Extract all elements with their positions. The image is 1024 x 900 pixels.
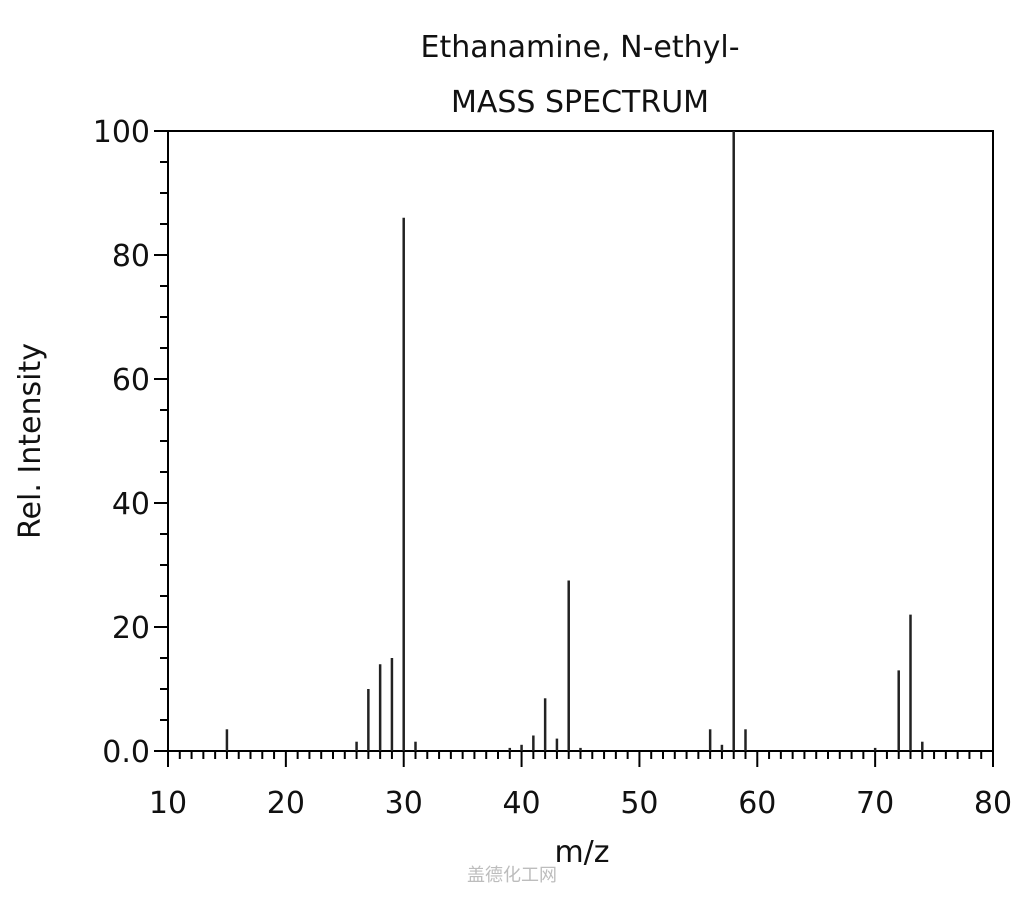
x-tick-label: 50 xyxy=(620,786,658,821)
x-tick-label: 60 xyxy=(738,786,776,821)
spectrum-bars xyxy=(225,131,924,751)
y-axis-ticks: 0.0 20 40 60 80 100 xyxy=(93,115,168,770)
chart-subtitle: MASS SPECTRUM xyxy=(451,85,709,120)
x-axis-ticks: 10 20 30 40 50 60 70 80 xyxy=(149,751,1012,821)
x-tick-label: 20 xyxy=(267,786,305,821)
x-tick-label: 80 xyxy=(974,786,1012,821)
y-axis-label: Rel. Intensity xyxy=(13,343,48,539)
y-tick-label: 60 xyxy=(112,363,150,398)
x-tick-label: 70 xyxy=(856,786,894,821)
x-tick-label: 10 xyxy=(149,786,187,821)
chart-title: Ethanamine, N-ethyl- xyxy=(420,30,739,65)
y-tick-label: 100 xyxy=(93,115,150,150)
y-tick-label: 0.0 xyxy=(102,735,150,770)
x-axis-label: m/z xyxy=(554,835,609,870)
y-tick-label: 20 xyxy=(112,611,150,646)
watermark-text: 盖德化工网 xyxy=(467,865,557,886)
x-tick-label: 40 xyxy=(502,786,540,821)
y-tick-label: 80 xyxy=(112,239,150,274)
x-tick-label: 30 xyxy=(385,786,423,821)
y-tick-label: 40 xyxy=(112,487,150,522)
plot-frame xyxy=(167,130,994,752)
